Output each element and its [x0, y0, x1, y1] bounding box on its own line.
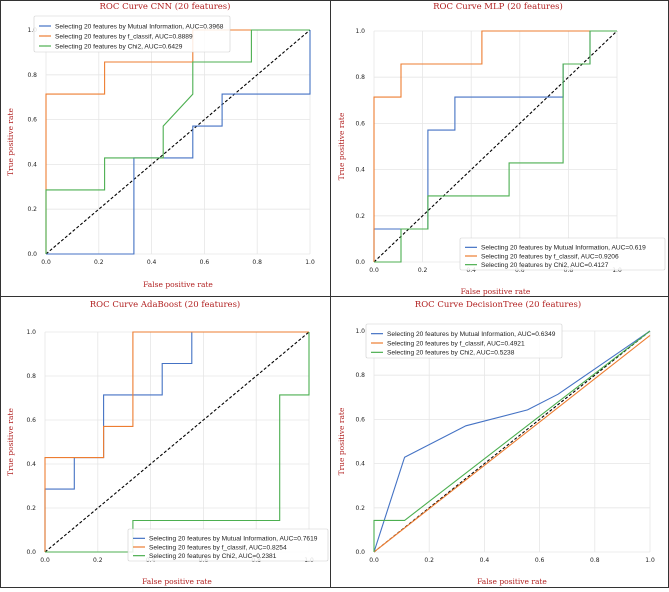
y-axis-label: True positive rate [6, 108, 15, 176]
y-tick-label: 0.4 [27, 161, 37, 168]
divider-vertical [330, 0, 331, 588]
series-line-1 [373, 330, 651, 553]
diagonal-reference-line [373, 30, 618, 263]
y-tick-label: 1.0 [355, 328, 365, 335]
y-tick-label: 0.6 [26, 417, 36, 424]
chart-panel-4: 0.0 0.2 0.4 0.6 0.8 1.0 0.0 0.2 0.4 0.6 0.8 1.0 ROC … [337, 299, 655, 586]
legend-entry: Selecting 20 features by f_classif, AUC=… [55, 33, 193, 40]
x-tick-label: 0.0 [41, 259, 51, 266]
x-axis-label: False positive rate [143, 280, 213, 289]
y-tick-label: 0.6 [27, 117, 37, 124]
legend-entry: Selecting 20 features by Chi2, AUC=0.238… [149, 553, 277, 560]
chart-panel-3: 0.00.20.40.60.81.00.00.20.40.60.81.0ROC … [6, 299, 329, 586]
y-tick-label: 0.4 [355, 461, 365, 468]
legend-entry: Selecting 20 features by Mutual Informat… [149, 536, 318, 543]
x-axis-label: False positive rate [142, 577, 212, 586]
y-tick-label: 0.8 [27, 72, 37, 79]
y-axis-label: True positive rate [6, 408, 15, 476]
x-tick-label: 0.2 [418, 267, 428, 274]
frame-left [0, 0, 1, 588]
y-tick-label: 0.4 [355, 167, 365, 174]
x-tick-label: 0.0 [369, 267, 379, 274]
legend-entry: Selecting 20 features by f_classif, AUC=… [481, 253, 619, 260]
x-tick-label: 1.0 [612, 267, 622, 274]
diagonal-reference-line [44, 331, 310, 553]
y-tick-label: 0.0 [27, 251, 37, 258]
divider-horizontal [0, 296, 669, 297]
x-tick-label: 0.2 [93, 557, 103, 564]
legend: Selecting 20 features by Mutual Informat… [127, 528, 329, 562]
x-tick-label: 0.4 [466, 267, 476, 274]
y-tick-label: 0.2 [355, 505, 365, 512]
legend-entry: Selecting 20 features by Mutual Informat… [387, 331, 556, 338]
x-axis-label: False positive rate [477, 577, 547, 586]
y-tick-label: 0.0 [26, 549, 36, 556]
chart-title: ROC Curve MLP (20 features) [433, 1, 563, 12]
x-tick-label: 0.2 [424, 557, 434, 564]
series-line-2 [373, 334, 651, 553]
y-tick-label: 0.6 [355, 120, 365, 127]
y-tick-label: 1.0 [26, 329, 36, 336]
legend-box [459, 237, 666, 271]
chart-title: ROC Curve CNN (20 features) [100, 1, 231, 12]
x-tick-label: 0.4 [147, 259, 157, 266]
legend-box [365, 323, 563, 359]
y-tick-label: 0.0 [355, 549, 365, 556]
y-tick-label: 1.0 [27, 27, 37, 34]
x-tick-label: 0.2 [94, 259, 104, 266]
series-line-2 [44, 331, 309, 552]
y-axis-label: True positive rate [337, 112, 346, 180]
y-tick-label: 0.8 [26, 373, 36, 380]
y-tick-label: 0.2 [26, 505, 36, 512]
series-line-3 [374, 30, 617, 263]
legend-entry: Selecting 20 features by Chi2, AUC=0.642… [55, 43, 183, 50]
y-tick-label: 0.0 [355, 259, 365, 266]
series-line-3 [45, 29, 310, 254]
chart-panel-2: 0.0 0.2 0.4 0.6 0.8 1.0 0.0 0.2 0.4 0.6 0.8 1.0 ROC … [337, 1, 666, 296]
chart-title: ROC Curve DecisionTree (20 features) [415, 299, 581, 310]
y-tick-label: 1.0 [355, 28, 365, 35]
y-tick-label: 0.8 [355, 372, 365, 379]
x-axis-label: False positive rate [461, 287, 531, 296]
x-tick-label: 0.8 [590, 557, 600, 564]
x-tick-label: 0.6 [200, 259, 210, 266]
legend-entry: Selecting 20 features by Mutual Informat… [481, 245, 646, 252]
legend-entry: Selecting 20 features by f_classif, AUC=… [387, 340, 525, 347]
legend: Selecting 20 features by Mutual Informat… [459, 237, 666, 271]
series-line-3 [373, 330, 651, 552]
y-tick-label: 0.2 [27, 206, 37, 213]
x-tick-label: 0.4 [480, 557, 490, 564]
x-tick-label: 0.0 [40, 557, 50, 564]
y-axis-label: True positive rate [337, 407, 346, 475]
x-tick-label: 1.0 [305, 259, 315, 266]
y-tick-label: 0.2 [355, 213, 365, 220]
y-tick-label: 0.6 [355, 416, 365, 423]
legend-entry: Selecting 20 features by Chi2, AUC=0.523… [387, 350, 515, 357]
x-tick-label: 0.8 [564, 267, 574, 274]
diagonal-reference-line [373, 330, 651, 553]
legend-entry: Selecting 20 features by Mutual Informat… [55, 23, 224, 30]
y-tick-label: 0.4 [26, 461, 36, 468]
chart-panel-1: 0.0 0.2 0.4 0.6 0.8 1.0 0.0 0.2 0.4 0.6 0.8 1.0 ROC … [6, 1, 315, 289]
y-tick-label: 0.8 [355, 74, 365, 81]
chart-title: ROC Curve AdaBoost (20 features) [90, 299, 241, 310]
legend: Selecting 20 features by Mutual Informat… [365, 323, 563, 359]
x-tick-label: 0.8 [252, 259, 262, 266]
legend: Selecting 20 features by Mutual Informat… [33, 15, 231, 53]
x-tick-label: 1.0 [645, 557, 655, 564]
legend-entry: Selecting 20 features by f_classif, AUC=… [149, 544, 287, 551]
legend-box [127, 528, 329, 562]
x-tick-label: 0.6 [515, 267, 525, 274]
legend-entry: Selecting 20 features by Chi2, AUC=0.412… [481, 262, 609, 269]
x-tick-label: 0.6 [535, 557, 545, 564]
series-line-1 [46, 30, 311, 255]
frame-top [0, 0, 669, 1]
series-line-2 [373, 30, 617, 262]
x-tick-label: 0.0 [369, 557, 379, 564]
legend-box [33, 15, 231, 53]
diagonal-reference-line [45, 29, 311, 255]
